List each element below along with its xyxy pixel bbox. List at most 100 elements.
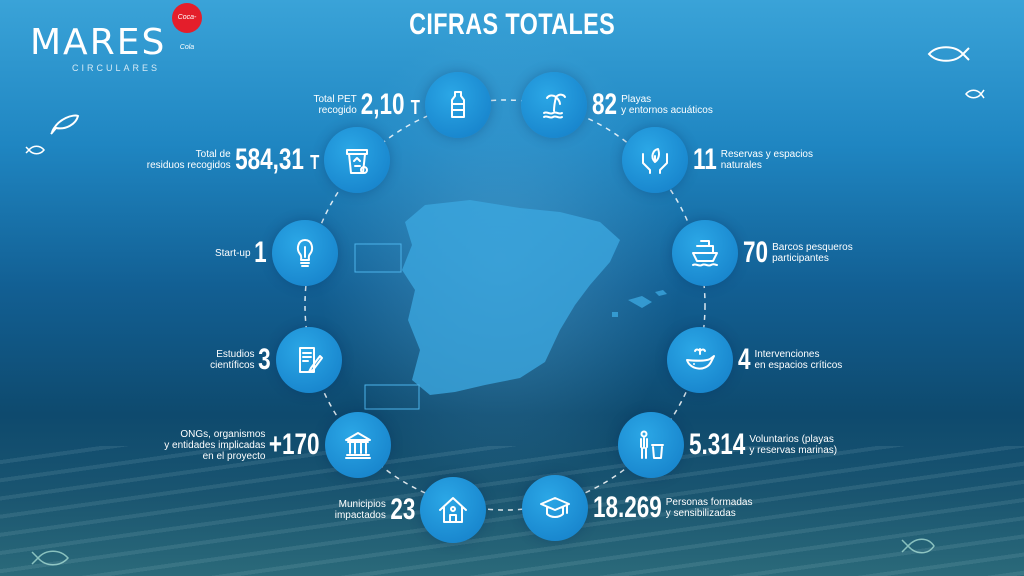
volunteer-trash-icon	[640, 430, 664, 459]
stat-label-line: Estudios	[216, 349, 255, 360]
stat-number: 82	[592, 88, 618, 121]
stat-circle-startup	[272, 220, 338, 286]
stat-label-line: Start-up	[214, 247, 251, 259]
stat-value: 70	[743, 236, 768, 270]
stat-estudios: Estudios científicos 3	[210, 340, 271, 380]
stat-number: 18.269	[593, 491, 662, 524]
stat-unit: T	[410, 97, 420, 119]
stat-voluntarios: 5.314 Voluntarios (playas y reservas marin…	[689, 425, 837, 465]
stat-personas: 18.269 Personas formadas y sensibilizadas	[593, 488, 752, 528]
stat-number: 23	[389, 493, 415, 526]
stat-value: 18.269	[593, 491, 662, 525]
stat-circle-ongs	[325, 412, 391, 478]
stat-label-line: ONGs, organismos	[180, 428, 266, 440]
seabed	[0, 446, 1024, 576]
document-pen-icon	[299, 347, 323, 373]
dashed-ring	[304, 99, 706, 511]
stat-reservas: 11 Reservas y espacios naturales	[693, 140, 813, 180]
stat-label-line: naturales	[720, 160, 762, 171]
stat-label: Personas formadas y sensibilizadas	[666, 497, 753, 519]
stat-label-line: participantes	[772, 253, 829, 264]
stat-value: 3	[258, 343, 271, 377]
stat-playas: 82 Playas y entornos acuáticos	[592, 85, 713, 125]
stat-label-line: y sensibilizadas	[665, 508, 736, 519]
stat-label-line: en el proyecto	[202, 450, 266, 462]
stat-circle-estudios	[276, 327, 342, 393]
stat-label: Estudios científicos	[210, 349, 254, 371]
stat-label-line: Total de	[195, 149, 231, 160]
stat-number: 3	[258, 343, 271, 376]
canary-islands-inset	[354, 243, 402, 273]
stat-circle-voluntarios	[618, 412, 684, 478]
stat-number: 11	[693, 143, 717, 176]
fish-icon	[31, 550, 70, 566]
stat-value: 23	[390, 493, 415, 527]
stat-label-line: Intervenciones	[754, 349, 820, 360]
stat-label-line: Municipios	[338, 499, 386, 510]
mares-circulares-logo: MARES CIRCULARES	[30, 22, 166, 73]
canary-islands-inset-2	[364, 384, 420, 410]
house-icon	[439, 497, 467, 523]
stat-number: 1	[254, 236, 267, 269]
stat-circle-pet	[425, 72, 491, 138]
stat-number: 2,10	[360, 88, 405, 121]
stat-value: 5.314	[689, 428, 745, 462]
stat-circle-municipios	[420, 477, 486, 543]
stat-number: 4	[738, 343, 751, 376]
stat-circle-intervenciones	[667, 327, 733, 393]
fish-icon	[927, 46, 970, 62]
stat-label-line: Voluntarios (playas	[749, 434, 834, 445]
fish-icon	[965, 89, 985, 99]
stat-label: Total de residuos recogidos	[147, 149, 231, 171]
stat-label-line: residuos recogidos	[146, 160, 231, 171]
stat-label: Start-up	[215, 248, 251, 259]
stat-label: ONGs, organismos y entidades implicadas en…	[164, 429, 265, 462]
stat-label-line: en espacios críticos	[754, 360, 843, 371]
ship-icon	[692, 240, 718, 267]
stat-circle-residuos	[324, 127, 390, 193]
stat-value: 4	[738, 343, 751, 377]
stat-residuos: Total de residuos recogidos 584,31 T	[147, 140, 319, 180]
recycle-bin-icon	[346, 149, 368, 174]
stat-value: +170	[269, 428, 320, 462]
stat-label-line: y entidades implicadas	[164, 439, 266, 451]
stat-label: Municipios impactados	[335, 499, 386, 521]
stat-ongs: ONGs, organismos y entidades implicadas en…	[164, 425, 320, 465]
stat-circle-barcos	[672, 220, 738, 286]
stat-label-line: Barcos pesqueros	[772, 242, 853, 253]
stat-label: Playas y entornos acuáticos	[621, 94, 713, 116]
stat-number: 584,31	[234, 143, 304, 176]
fish-icon	[901, 538, 935, 554]
stat-value: 2,10 T	[361, 88, 420, 122]
stat-circle-personas	[522, 475, 588, 541]
stat-startup: Start-up 1	[215, 233, 267, 273]
stat-barcos: 70 Barcos pesqueros participantes	[743, 233, 853, 273]
stat-label: Total PET recogido	[313, 94, 356, 116]
brand-name: MARES	[30, 22, 167, 63]
stat-pet: Total PET recogido 2,10 T	[313, 85, 420, 125]
fish-icon	[50, 114, 80, 135]
brand-subtitle: CIRCULARES	[72, 63, 161, 73]
stat-label-line: y entornos acuáticos	[621, 105, 713, 116]
stat-value: 11	[693, 143, 717, 177]
whale-icon	[686, 348, 715, 370]
stat-municipios: Municipios impactados 23	[335, 490, 415, 530]
balearic-islands	[612, 290, 667, 317]
stat-label: Intervenciones en espacios críticos	[754, 349, 842, 371]
bottle-icon	[451, 91, 465, 118]
fish-icon	[25, 145, 45, 155]
stat-label-line: Total PET	[313, 94, 357, 105]
stat-number: +170	[269, 428, 320, 461]
stat-circle-reservas	[622, 127, 688, 193]
stat-label-line: recogido	[318, 105, 357, 116]
stat-label-line: impactados	[334, 510, 386, 521]
stat-value: 1	[254, 236, 267, 270]
stat-value: 584,31 T	[235, 143, 319, 177]
stat-label-line: Playas	[621, 94, 652, 105]
hands-leaf-icon	[642, 148, 668, 174]
page-title: CIFRAS TOTALES	[408, 8, 616, 41]
stat-number: 70	[743, 236, 769, 269]
stat-label-line: científicos	[210, 360, 255, 371]
